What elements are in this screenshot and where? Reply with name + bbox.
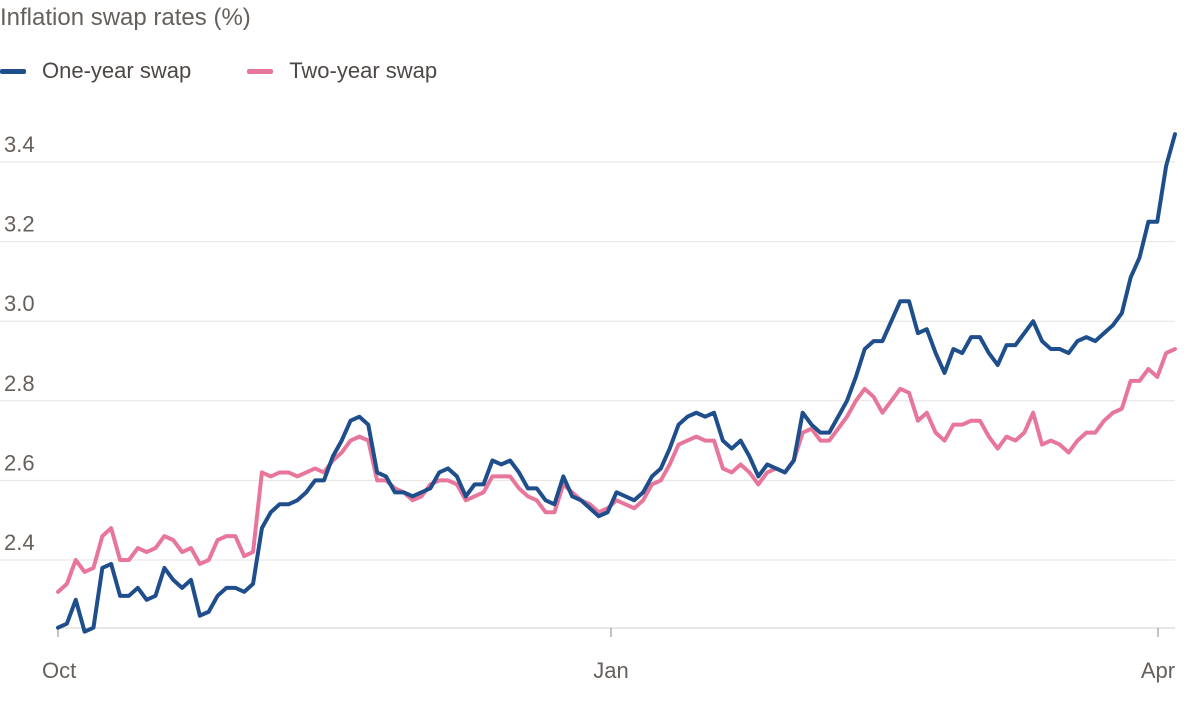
chart-legend: One-year swap Two-year swap xyxy=(0,58,493,84)
x-axis: Oct Jan Apr xyxy=(42,627,1175,683)
series-line-two-year-swap xyxy=(56,347,1177,594)
legend-label-two-year: Two-year swap xyxy=(289,58,438,83)
x-tick-label: Apr xyxy=(1141,658,1175,683)
chart-title: Inflation swap rates (%) xyxy=(0,4,251,31)
series-line-one-year-swap xyxy=(56,132,1177,634)
y-tick-label: 3.0 xyxy=(4,291,35,316)
x-tick-label: Jan xyxy=(593,658,628,683)
y-axis: 2.4 2.6 2.8 3.0 3.2 3.4 xyxy=(4,132,35,555)
y-tick-label: 2.4 xyxy=(4,530,35,555)
legend-swatch-one-year xyxy=(0,68,26,74)
legend-item-one-year: One-year swap xyxy=(0,58,191,84)
legend-label-one-year: One-year swap xyxy=(42,58,192,83)
legend-swatch-two-year xyxy=(247,68,274,74)
y-tick-label: 2.8 xyxy=(4,371,35,396)
legend-item-two-year: Two-year swap xyxy=(247,58,437,84)
x-tick-label: Oct xyxy=(42,658,76,683)
y-tick-label: 3.4 xyxy=(4,132,35,157)
y-tick-label: 2.6 xyxy=(4,450,35,475)
y-tick-label: 3.2 xyxy=(4,212,35,237)
